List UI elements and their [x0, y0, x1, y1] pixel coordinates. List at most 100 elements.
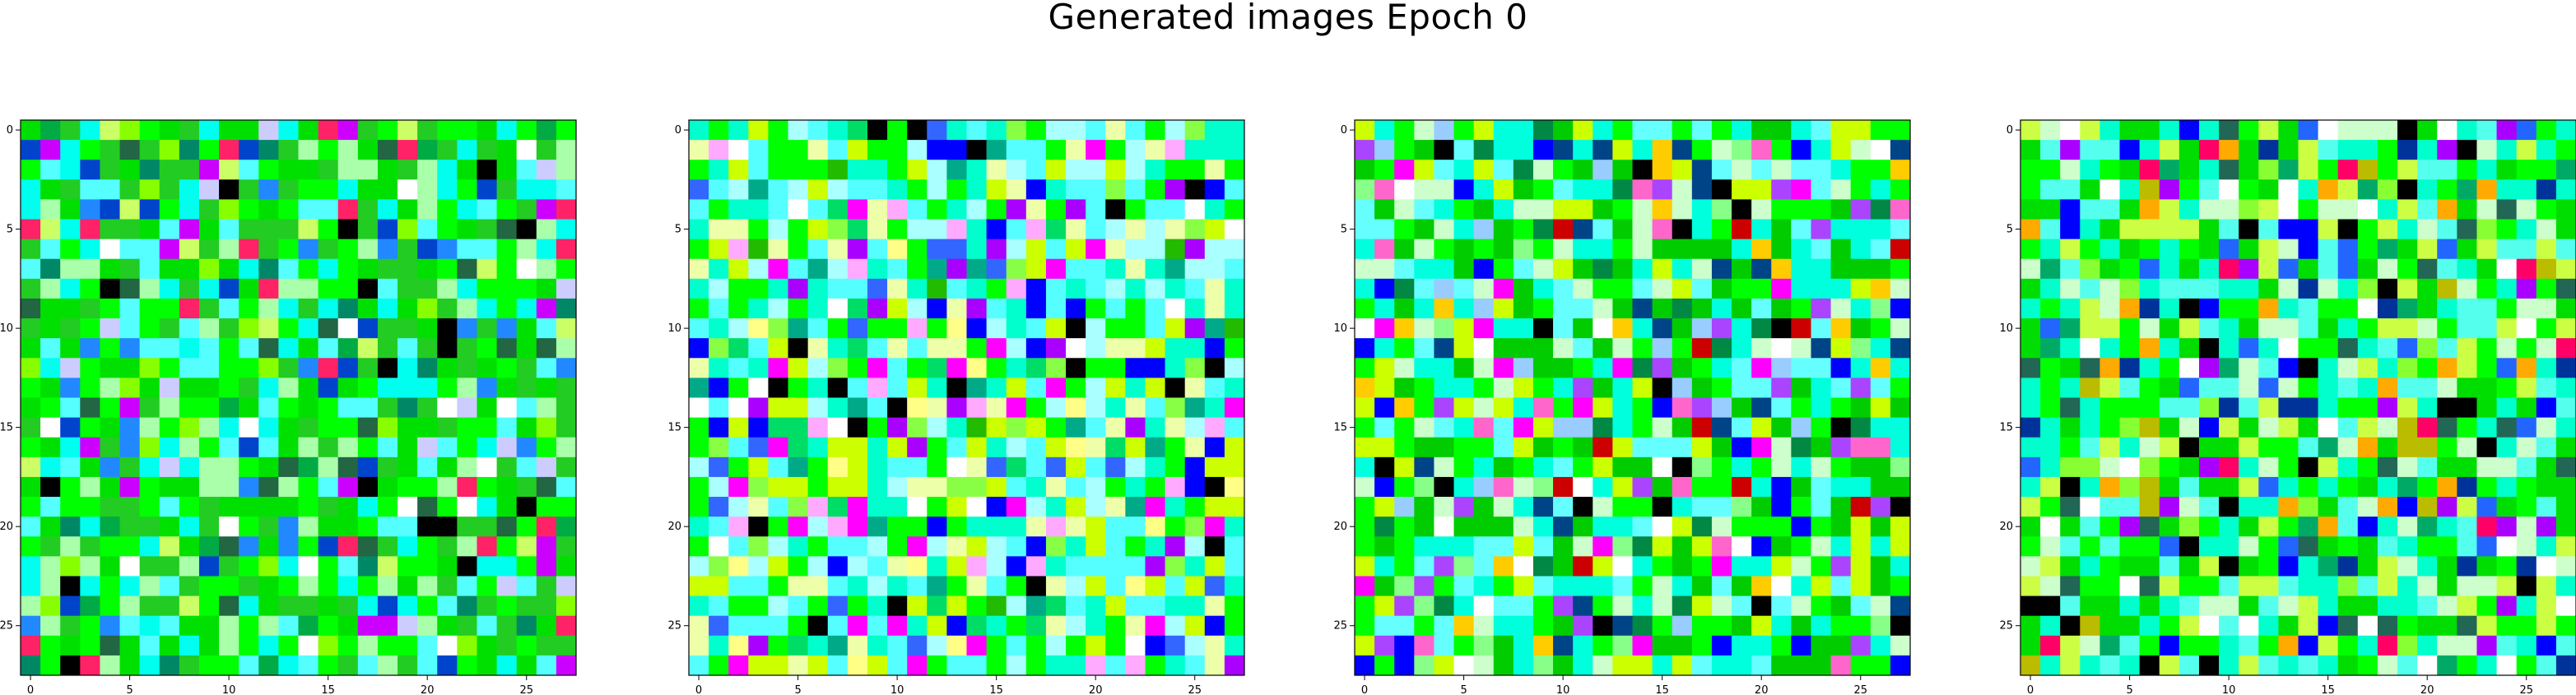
- pixel: [827, 536, 849, 557]
- pixel: [1890, 437, 1911, 458]
- pixel: [1394, 437, 1415, 458]
- pixel: [1850, 536, 1872, 557]
- pixel: [2337, 378, 2359, 398]
- pixel: [377, 378, 398, 398]
- pixel: [516, 437, 537, 458]
- pixel: [1513, 179, 1534, 200]
- pixel: [1184, 378, 1206, 398]
- pixel: [1125, 397, 1146, 419]
- pixel: [2357, 595, 2378, 617]
- pixel: [748, 278, 769, 299]
- pixel: [788, 318, 809, 339]
- pixel: [689, 635, 709, 656]
- pixel: [2536, 595, 2557, 617]
- pixel: [2318, 338, 2339, 359]
- pixel: [2437, 258, 2457, 280]
- pixel: [1374, 318, 1395, 339]
- pixel: [827, 219, 849, 240]
- pixel: [1771, 160, 1792, 180]
- pixel: [1850, 556, 1872, 577]
- pixel: [1830, 476, 1852, 498]
- pixel: [2258, 635, 2279, 656]
- pixel: [377, 595, 398, 617]
- pixel: [2219, 615, 2239, 637]
- pixel: [1652, 160, 1673, 180]
- pixel: [2060, 338, 2081, 359]
- pixel: [1184, 655, 1206, 676]
- pixel: [258, 239, 279, 260]
- pixel: [1811, 318, 1831, 339]
- pixel: [198, 358, 220, 378]
- pixel: [457, 456, 477, 478]
- pixel: [1612, 318, 1633, 339]
- pixel: [2298, 358, 2319, 378]
- pixel: [159, 358, 180, 378]
- pixel: [1811, 576, 1831, 596]
- pixel: [516, 160, 537, 180]
- pixel: [278, 556, 299, 577]
- pixel: [2536, 298, 2557, 319]
- pixel: [1355, 476, 1375, 498]
- y-tick-label: 25: [1333, 620, 1347, 632]
- pixel: [1811, 219, 1831, 240]
- pixel: [2258, 556, 2279, 577]
- pixel: [2417, 338, 2438, 359]
- pixel: [1473, 120, 1495, 141]
- pixel: [437, 338, 458, 359]
- pixel: [1006, 160, 1027, 180]
- pixel: [867, 219, 888, 240]
- pixel: [2496, 476, 2518, 498]
- pixel: [278, 576, 299, 596]
- pixel: [198, 298, 220, 319]
- pixel: [1593, 278, 1613, 299]
- pixel: [2198, 517, 2220, 537]
- pixel: [2020, 635, 2041, 656]
- pixel: [2239, 476, 2259, 498]
- pixel: [1553, 655, 1574, 676]
- pixel: [827, 258, 849, 280]
- x-tick-label: 5: [794, 684, 801, 695]
- pixel: [1711, 378, 1732, 398]
- pixel: [689, 219, 709, 240]
- pixel: [709, 635, 729, 656]
- pixel: [1493, 120, 1514, 141]
- pixel: [1652, 576, 1673, 596]
- pixel: [1672, 298, 1693, 319]
- pixel: [1830, 258, 1852, 280]
- pixel: [2119, 397, 2141, 419]
- pixel: [2119, 140, 2141, 160]
- image-panel-4: 0 5 10 15 20 25 0 5 10 15 20 25: [1999, 119, 2576, 695]
- pixel: [1414, 239, 1434, 260]
- pixel: [398, 417, 418, 438]
- pixel: [1204, 338, 1225, 359]
- pixel: [2139, 595, 2160, 617]
- pixel: [2397, 318, 2418, 339]
- pixel: [377, 536, 398, 557]
- pixel: [1394, 338, 1415, 359]
- pixel: [1553, 140, 1574, 160]
- pixel: [1532, 397, 1554, 419]
- pixel: [198, 160, 220, 180]
- pixel: [40, 417, 61, 438]
- pixel: [1045, 358, 1067, 378]
- pixel: [689, 397, 709, 419]
- pixel: [2278, 476, 2299, 498]
- pixel: [1612, 417, 1633, 438]
- pixel: [239, 615, 259, 637]
- pixel: [417, 635, 438, 656]
- pixel: [1006, 179, 1027, 200]
- pixel: [2417, 140, 2438, 160]
- pixel: [318, 635, 339, 656]
- pixel: [847, 219, 868, 240]
- pixel: [1870, 219, 1891, 240]
- pixel: [927, 120, 947, 141]
- pixel: [2536, 120, 2557, 141]
- pixel: [2516, 199, 2537, 220]
- pixel: [496, 258, 518, 280]
- pixel: [2159, 576, 2180, 596]
- pixel: [907, 576, 928, 596]
- pixel: [946, 258, 967, 280]
- pixel: [1025, 258, 1047, 280]
- pixel: [1473, 239, 1495, 260]
- pixel: [2219, 338, 2239, 359]
